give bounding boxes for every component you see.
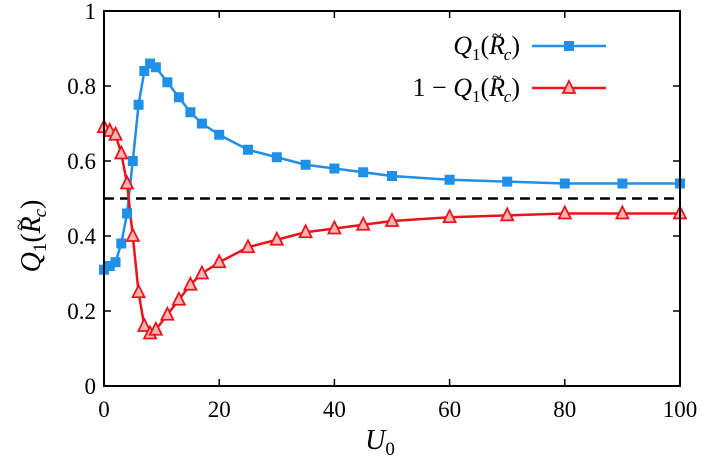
x-axis-title: U0 [365, 425, 395, 460]
data-point-series-1 [104, 261, 115, 271]
data-point-series-2 [384, 211, 400, 227]
x-tick-label: 20 [208, 397, 231, 422]
plot-frame [103, 10, 681, 387]
x-tick-label: 80 [553, 397, 576, 422]
y-axis-title: Q1(R~c) [9, 200, 51, 273]
data-point-series-2 [298, 223, 314, 239]
data-point-series-1 [243, 144, 253, 155]
data-point-series-1 [133, 99, 144, 110]
y-tick-label: 0.8 [67, 74, 96, 99]
data-point-series-1 [214, 129, 225, 140]
data-point-series-1 [185, 107, 196, 118]
legend-marker-series-2 [561, 78, 577, 94]
y-tick-label: 0 [85, 374, 97, 399]
data-point-series-2 [326, 219, 342, 235]
data-point-series-2 [355, 215, 371, 231]
data-point-series-1 [173, 92, 184, 103]
data-point-series-1 [300, 159, 311, 170]
data-point-series-2 [113, 144, 129, 160]
legend: Q1(R~c) 1 − Q1(R~c) [413, 25, 606, 106]
data-point-series-2 [171, 290, 187, 306]
data-point-series-2 [211, 253, 227, 269]
data-point-series-1 [162, 77, 173, 88]
legend-item-series-1: Q1(R~c) [453, 25, 606, 64]
data-point-series-1 [444, 174, 455, 185]
data-point-series-1 [617, 178, 628, 189]
data-point-series-2 [499, 206, 515, 222]
series-line-1 [103, 62, 680, 271]
data-point-series-1 [150, 62, 161, 73]
data-point-series-1 [329, 163, 340, 174]
data-point-series-1 [196, 118, 207, 129]
data-point-series-1 [139, 66, 150, 76]
data-point-series-2 [108, 125, 123, 141]
svg-text:U0: U0 [365, 425, 395, 460]
data-point-series-1 [271, 152, 282, 163]
y-tick-label: 0.4 [67, 224, 96, 249]
data-point-series-2 [136, 316, 152, 332]
data-point-series-2 [131, 283, 147, 299]
plot-layer [96, 58, 688, 340]
svg-text:Q1(R~c): Q1(R~c) [9, 200, 51, 273]
svg-text:1 − Q1(R~c): 1 − Q1(R~c) [413, 67, 520, 106]
y-tick-label: 0.2 [67, 299, 96, 324]
data-point-series-2 [614, 204, 630, 220]
tick-layer: 0 20 40 60 80 100 0 0.2 0.4 0.6 0.8 1 [67, 0, 697, 422]
legend-marker-series-1 [564, 41, 574, 51]
y-tick-label: 0.6 [67, 149, 96, 174]
data-point-series-2 [269, 230, 285, 246]
data-point-series-2 [557, 204, 573, 220]
data-point-series-2 [119, 174, 135, 190]
x-tick-label: 60 [438, 397, 461, 422]
data-point-series-1 [387, 171, 397, 181]
legend-item-series-2: 1 − Q1(R~c) [413, 67, 606, 106]
data-point-series-1 [127, 156, 138, 166]
y-tick-label: 1 [85, 0, 97, 24]
x-tick-label: 40 [323, 397, 346, 422]
data-point-series-1 [116, 238, 127, 249]
data-point-series-1 [358, 167, 369, 178]
data-point-series-1 [145, 58, 156, 69]
x-tick-label: 100 [663, 397, 698, 422]
data-point-series-2 [159, 305, 175, 321]
svg-text:Q1(R~c): Q1(R~c) [453, 25, 520, 64]
series-line-2 [103, 126, 680, 335]
data-point-series-1 [502, 176, 513, 187]
data-point-series-2 [194, 264, 210, 280]
data-point-series-2 [442, 208, 458, 224]
x-tick-label: 0 [98, 397, 110, 422]
data-point-series-1 [110, 257, 121, 268]
data-point-series-2 [182, 275, 198, 291]
data-point-series-2 [125, 226, 141, 242]
data-point-series-1 [122, 208, 133, 219]
data-point-series-2 [148, 320, 164, 336]
data-point-series-1 [559, 178, 570, 189]
data-point-series-2 [240, 238, 256, 254]
